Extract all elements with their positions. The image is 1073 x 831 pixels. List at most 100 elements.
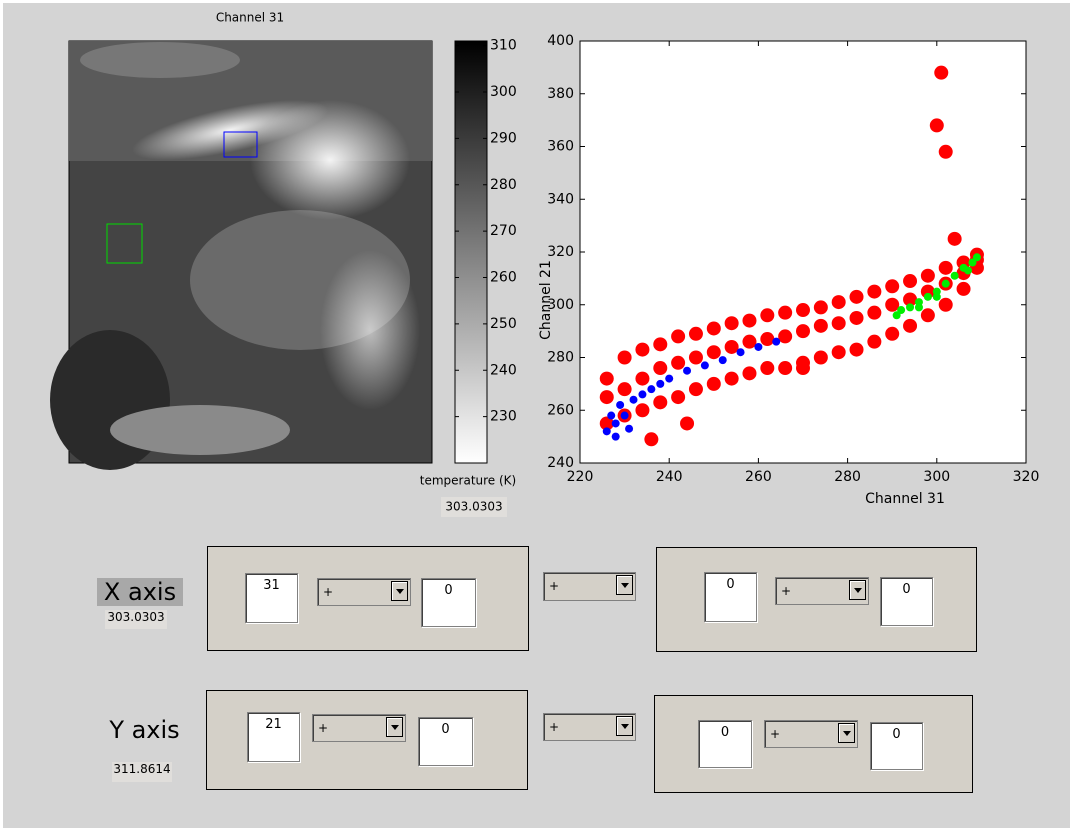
point <box>688 326 703 341</box>
point <box>671 329 686 344</box>
colorbar-readout: 303.0303 <box>445 500 502 514</box>
point <box>706 345 721 360</box>
point <box>700 361 709 370</box>
point <box>867 334 882 349</box>
x-tick-label: 260 <box>745 469 772 485</box>
point <box>885 297 900 312</box>
point <box>813 300 828 315</box>
point <box>796 303 810 318</box>
dropdown[interactable]: + <box>543 572 636 601</box>
axis-label: X axis <box>97 578 183 606</box>
dropdown-button[interactable] <box>616 575 633 595</box>
dropdown-value: + <box>318 721 329 735</box>
offset-input[interactable]: 0 <box>418 717 473 766</box>
point <box>644 432 659 447</box>
point <box>941 279 950 288</box>
point <box>742 366 757 381</box>
point <box>831 316 846 331</box>
point <box>611 432 620 441</box>
point <box>616 400 625 409</box>
point <box>947 231 962 246</box>
dropdown[interactable]: + <box>775 577 869 605</box>
colorbar-tick-label: 280 <box>490 177 517 193</box>
point <box>680 416 695 431</box>
point <box>724 371 739 386</box>
point <box>920 268 935 283</box>
dropdown[interactable]: + <box>317 578 411 606</box>
y-axis-label: Channel 21 <box>538 260 554 340</box>
point <box>635 342 650 357</box>
point <box>617 350 632 365</box>
point <box>635 371 650 386</box>
point <box>849 342 864 357</box>
point <box>867 305 882 320</box>
channel-input[interactable]: 31 <box>245 573 298 623</box>
point <box>903 274 918 289</box>
point <box>620 411 629 420</box>
offset-input[interactable]: 0 <box>880 577 933 626</box>
scatter-axes <box>579 40 1027 464</box>
y-tick-label: 320 <box>547 244 574 260</box>
point <box>602 427 611 436</box>
point <box>665 374 674 383</box>
y-tick-label: 260 <box>547 402 574 418</box>
dropdown-button[interactable] <box>838 723 855 743</box>
dropdown-button[interactable] <box>391 581 408 601</box>
point <box>688 350 703 365</box>
point <box>599 416 614 431</box>
dropdown-value: + <box>781 584 792 598</box>
scatter-points <box>599 65 984 447</box>
channel-input[interactable]: 21 <box>247 712 300 762</box>
offset-input[interactable]: 0 <box>870 722 923 770</box>
point <box>964 266 973 275</box>
channel-input[interactable]: 0 <box>698 720 752 768</box>
dropdown[interactable]: + <box>543 713 636 741</box>
axis-label: Y axis <box>109 716 180 744</box>
point <box>950 271 959 280</box>
y-tick-label: 240 <box>547 455 574 471</box>
point <box>688 382 703 397</box>
colorbar-label: temperature (K) <box>420 474 516 488</box>
point <box>656 379 665 388</box>
point <box>932 292 941 301</box>
point <box>653 337 668 352</box>
point <box>736 348 745 357</box>
x-tick-label: 240 <box>656 469 683 485</box>
point <box>760 308 775 323</box>
point <box>724 339 739 354</box>
point <box>813 318 828 333</box>
axis-readout: 311.8614 <box>112 762 172 782</box>
dropdown-button[interactable] <box>616 716 633 736</box>
x-tick-label: 320 <box>1013 469 1040 485</box>
point <box>867 284 882 299</box>
dropdown-button[interactable] <box>386 717 403 737</box>
readout-bg <box>441 497 507 517</box>
channel-input[interactable]: 0 <box>704 572 757 622</box>
point <box>718 356 727 365</box>
dropdown[interactable]: + <box>764 720 858 748</box>
point <box>778 329 793 344</box>
y-tick-label: 280 <box>547 350 574 366</box>
point <box>934 65 949 80</box>
point <box>938 144 953 159</box>
point <box>653 361 668 376</box>
point <box>625 424 634 433</box>
dropdown[interactable]: + <box>312 714 406 742</box>
y-tick-label: 360 <box>547 139 574 155</box>
image-title: Channel 31 <box>216 11 284 25</box>
colorbar-tick-label: 230 <box>490 409 517 425</box>
dropdown-value: + <box>770 727 781 741</box>
point <box>849 310 864 325</box>
point <box>635 403 650 418</box>
point <box>629 395 638 404</box>
offset-input[interactable]: 0 <box>421 578 476 627</box>
point <box>906 303 915 312</box>
y-tick-label: 340 <box>547 191 574 207</box>
dropdown-button[interactable] <box>849 580 866 600</box>
point <box>956 281 971 296</box>
point <box>831 295 846 310</box>
point <box>897 306 906 315</box>
point <box>892 311 901 320</box>
